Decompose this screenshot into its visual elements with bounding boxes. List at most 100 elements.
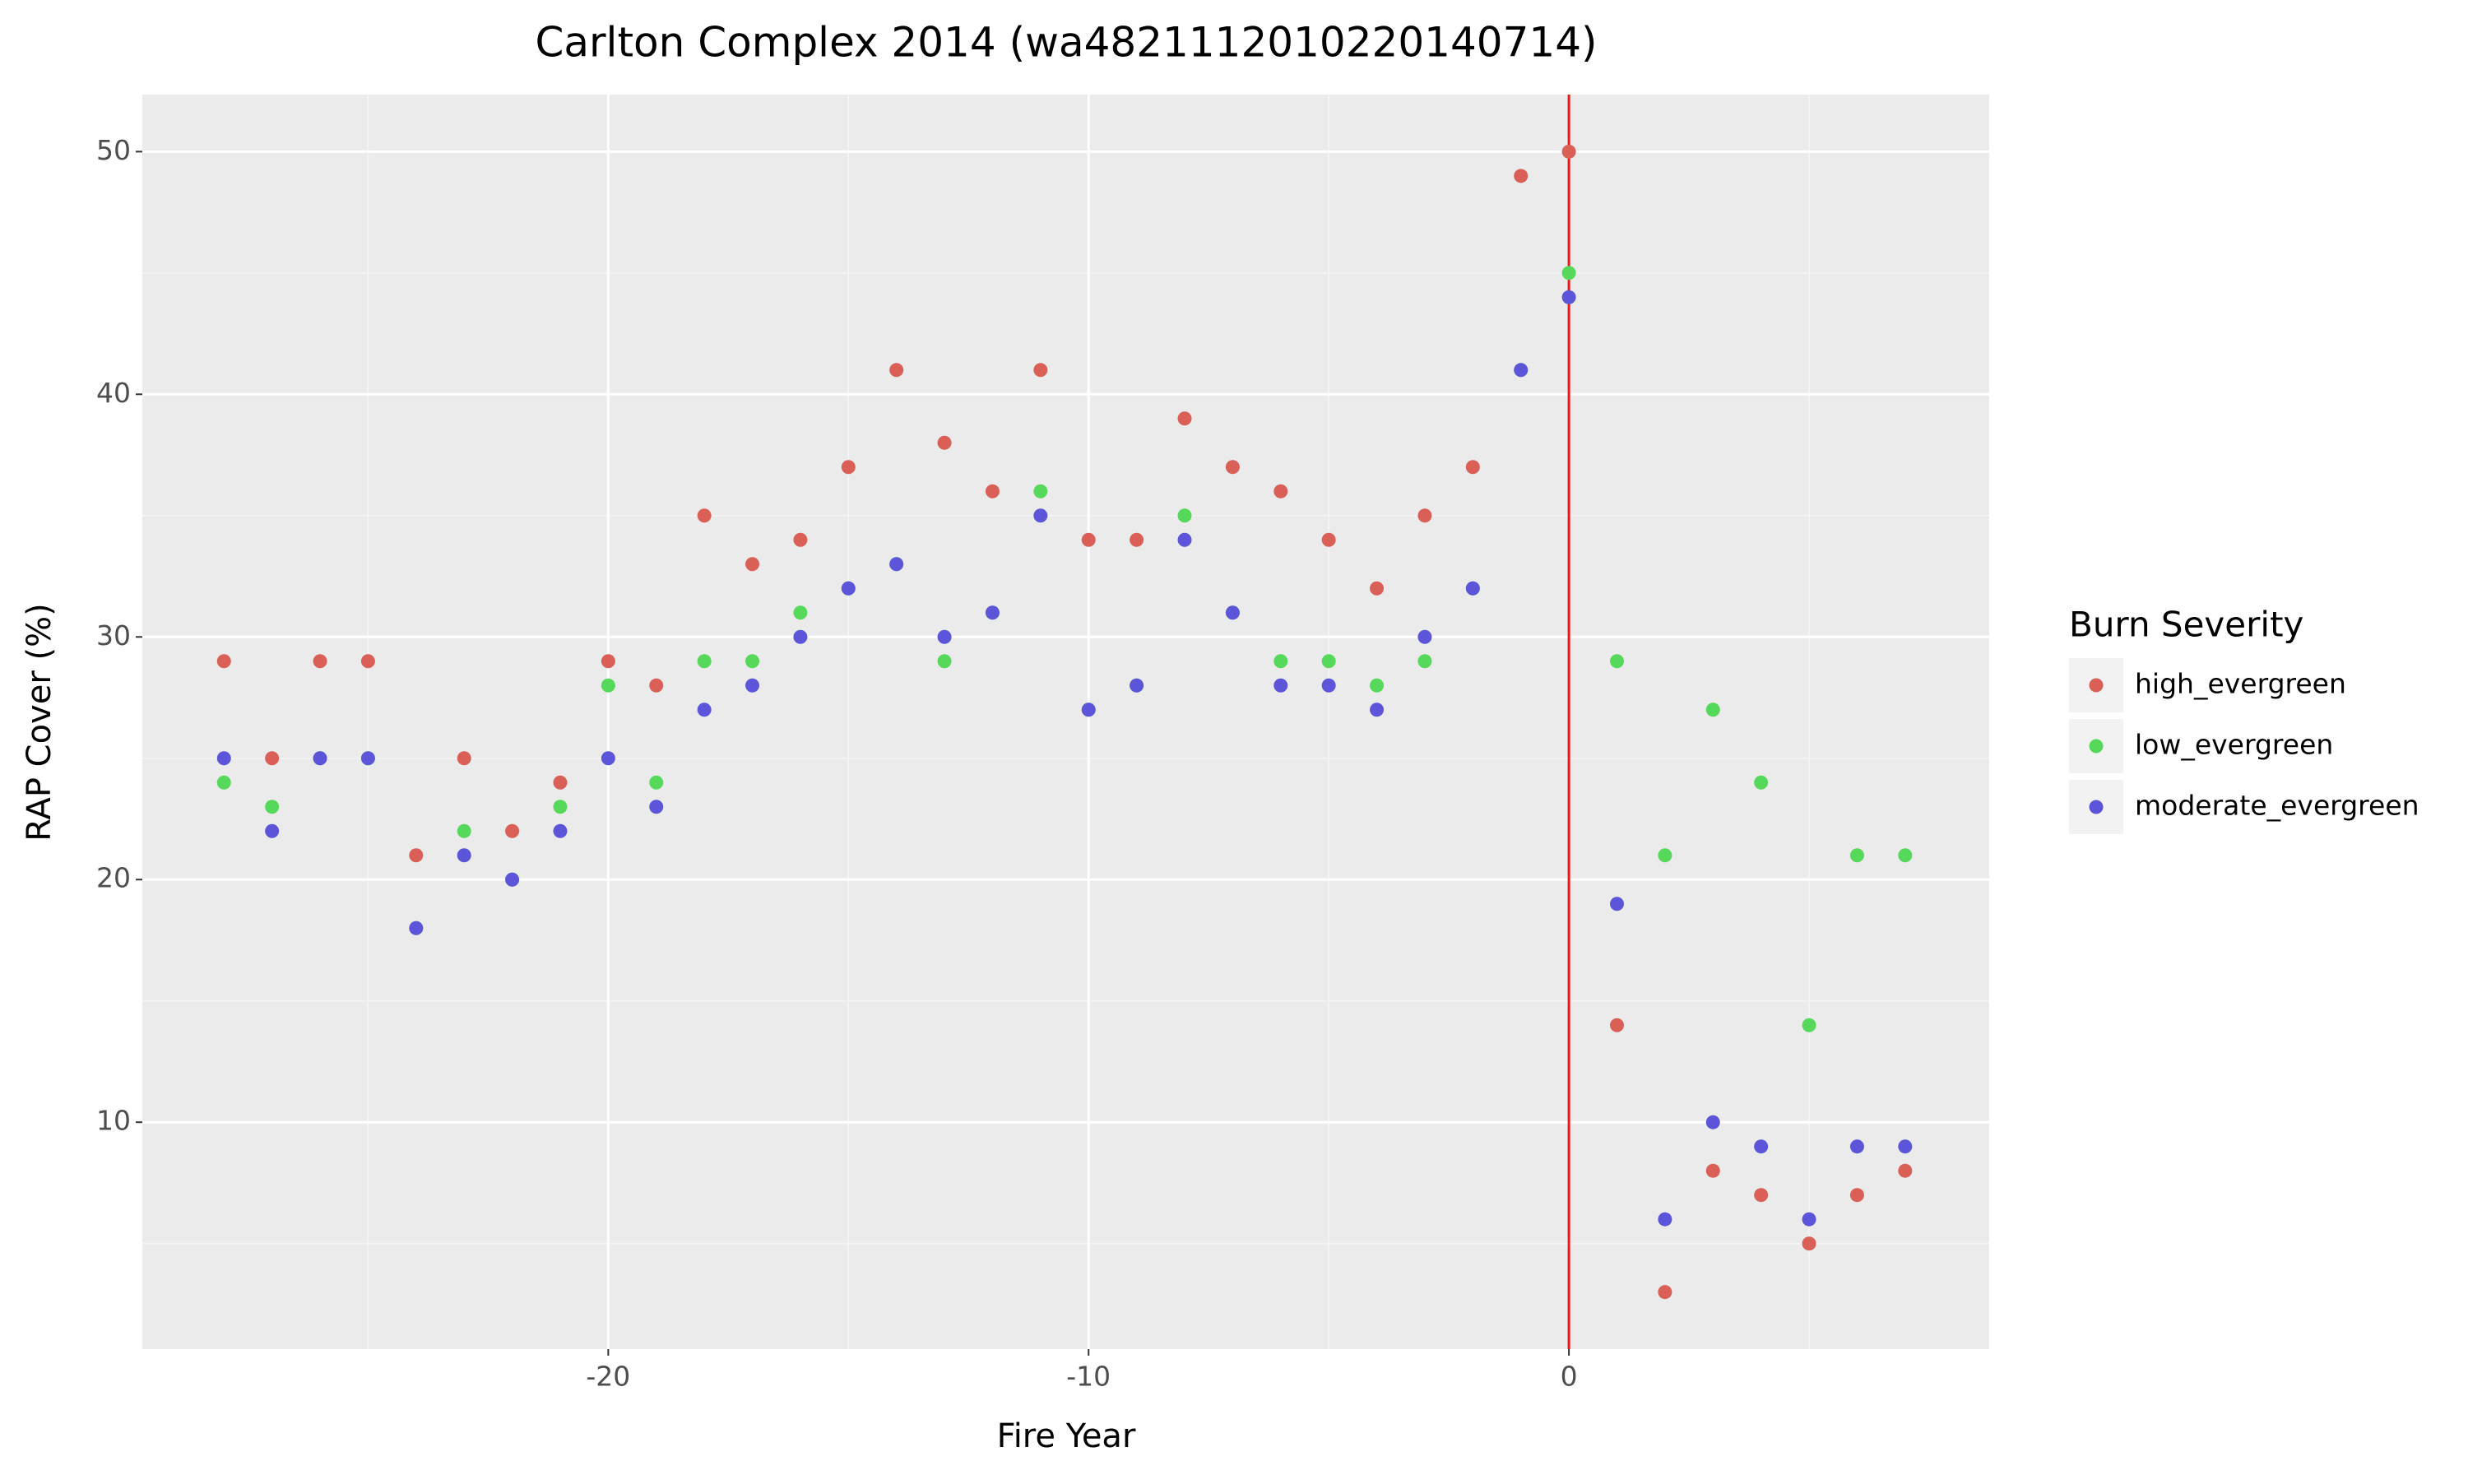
point (937, 435, 952, 450)
point (1754, 1139, 1769, 1154)
point (1130, 678, 1144, 693)
point (1705, 703, 1720, 717)
point (216, 751, 231, 766)
point (649, 775, 664, 790)
point (1898, 848, 1913, 863)
point (889, 363, 904, 378)
point (985, 605, 1000, 620)
point (841, 460, 856, 475)
x-axis-label: Fire Year (997, 1417, 1136, 1455)
point (1561, 290, 1576, 304)
point (1321, 654, 1336, 669)
point (457, 751, 471, 766)
point (360, 751, 375, 766)
point (1849, 848, 1864, 863)
point (1802, 1018, 1816, 1032)
point (1658, 848, 1672, 863)
y-axis-label: RAP Cover (%) (21, 603, 58, 841)
point (1417, 629, 1432, 644)
point (265, 751, 280, 766)
point (1370, 703, 1385, 717)
point (1705, 1163, 1720, 1178)
point (1225, 605, 1240, 620)
point (457, 848, 471, 863)
point (793, 605, 808, 620)
point (1898, 1139, 1913, 1154)
x-tick-label: 0 (1561, 1361, 1578, 1393)
point (1033, 484, 1048, 499)
point (265, 800, 280, 814)
y-tick-label: 50 (96, 134, 131, 166)
legend-swatch (2089, 800, 2104, 814)
point (601, 678, 615, 693)
point (1609, 897, 1624, 911)
point (793, 532, 808, 547)
point (1705, 1115, 1720, 1129)
legend-label: moderate_evergreen (2135, 790, 2419, 822)
point (745, 654, 760, 669)
point (1177, 411, 1192, 426)
point (745, 557, 760, 572)
point (649, 800, 664, 814)
point (1273, 678, 1288, 693)
point (1658, 1285, 1672, 1300)
point (1225, 460, 1240, 475)
point (1609, 1018, 1624, 1032)
point (1130, 532, 1144, 547)
legend-swatch (2089, 678, 2104, 693)
point (1081, 703, 1096, 717)
point (313, 751, 327, 766)
point (697, 654, 712, 669)
point (793, 629, 808, 644)
point (649, 678, 664, 693)
point (745, 678, 760, 693)
chart-title: Carlton Complex 2014 (wa4821112010220140… (535, 19, 1597, 67)
point (457, 823, 471, 838)
point (1802, 1212, 1816, 1227)
point (889, 557, 904, 572)
point (1465, 460, 1480, 475)
point (1321, 532, 1336, 547)
point (1609, 654, 1624, 669)
y-tick-label: 30 (96, 619, 131, 652)
point (505, 872, 520, 887)
point (1370, 678, 1385, 693)
point (841, 581, 856, 596)
point (1514, 363, 1529, 378)
legend-swatch (2089, 739, 2104, 754)
point (1417, 654, 1432, 669)
point (1561, 144, 1576, 159)
point (553, 823, 568, 838)
point (1561, 266, 1576, 281)
point (697, 703, 712, 717)
point (1417, 508, 1432, 523)
point (313, 654, 327, 669)
point (601, 654, 615, 669)
point (1370, 581, 1385, 596)
point (1033, 508, 1048, 523)
legend-title: Burn Severity (2069, 605, 2303, 645)
point (697, 508, 712, 523)
point (1898, 1163, 1913, 1178)
point (1514, 169, 1529, 183)
point (360, 654, 375, 669)
point (409, 848, 424, 863)
point (1754, 775, 1769, 790)
point (505, 823, 520, 838)
point (1849, 1188, 1864, 1203)
y-tick-label: 20 (96, 862, 131, 894)
point (1849, 1139, 1864, 1154)
point (1033, 363, 1048, 378)
point (1273, 484, 1288, 499)
point (409, 921, 424, 935)
legend-label: low_evergreen (2135, 729, 2333, 761)
x-tick-label: -20 (586, 1361, 630, 1393)
point (1081, 532, 1096, 547)
legend-label: high_evergreen (2135, 668, 2346, 700)
point (553, 775, 568, 790)
point (1658, 1212, 1672, 1227)
point (265, 823, 280, 838)
point (601, 751, 615, 766)
